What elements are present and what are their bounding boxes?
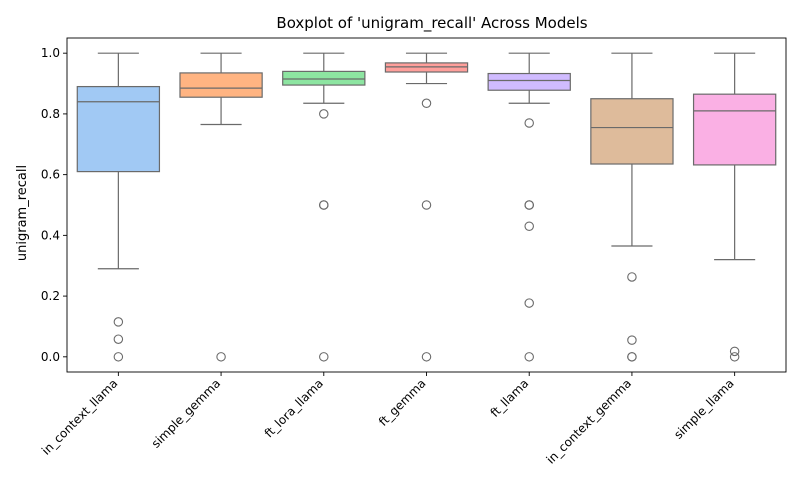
outlier-point <box>113 334 124 344</box>
outlier-point <box>319 109 329 119</box>
y-tick-label: 0.8 <box>41 107 60 121</box>
outlier-point <box>421 200 432 210</box>
outlier-point <box>319 352 329 362</box>
outlier-point <box>524 352 534 362</box>
plot-area: 0.0 0.2 0.4 0.6 0.8 1.0 in_context_llama simple… <box>39 37 787 467</box>
outlier-point <box>113 317 124 327</box>
x-tick-label: in_context_llama <box>39 376 120 457</box>
outlier-point <box>524 200 534 210</box>
box-iqr <box>282 70 366 86</box>
y-axis-label: unigram_recall <box>15 165 30 261</box>
outlier-point <box>113 352 124 362</box>
chart-title: Boxplot of 'unigram_recall' Across Model… <box>276 14 587 33</box>
y-tick-label: 0.2 <box>41 289 60 303</box>
box-group-ft-llama <box>487 52 571 362</box>
outlier-point <box>524 118 534 128</box>
outlier-point <box>421 352 432 362</box>
box-group-ft-lora-llama <box>282 52 366 362</box>
box-group-ft-gemma <box>384 52 469 362</box>
box-iqr <box>179 72 263 98</box>
x-tick-label: ft_gemma <box>376 376 429 429</box>
outlier-point <box>627 335 637 345</box>
x-tick-label: in_context_gemma <box>544 376 634 466</box>
box-iqr <box>384 62 469 73</box>
y-tick-label: 0.4 <box>41 228 60 242</box>
y-tick-label: 1.0 <box>41 46 60 60</box>
outlier-point <box>729 352 740 362</box>
x-tick-label: ft_lora_llama <box>262 376 326 440</box>
x-tick-label: simple_llama <box>671 376 737 442</box>
box-iqr <box>692 93 777 166</box>
box-iqr <box>590 98 674 165</box>
box-group-simple-gemma <box>179 52 263 362</box>
box-group-in-context-gemma <box>590 52 674 362</box>
x-tick-label: ft_llama <box>488 376 532 420</box>
outlier-point <box>524 298 534 308</box>
box-group-in-context-llama <box>76 52 161 362</box>
outlier-point <box>627 272 637 282</box>
y-tick-label: 0.6 <box>41 168 60 182</box>
box-iqr <box>487 72 571 91</box>
outlier-point <box>524 221 534 232</box>
outlier-point <box>627 352 637 362</box>
y-tick-label: 0.0 <box>41 350 60 364</box>
outlier-point <box>729 346 740 357</box>
box-iqr <box>76 85 161 173</box>
outlier-point <box>319 200 329 210</box>
outlier-point <box>421 98 432 109</box>
plot-frame <box>66 37 787 373</box>
outlier-point <box>216 352 226 362</box>
x-tick-label: simple_gemma <box>149 376 223 450</box>
box-group-simple-llama <box>692 52 777 362</box>
